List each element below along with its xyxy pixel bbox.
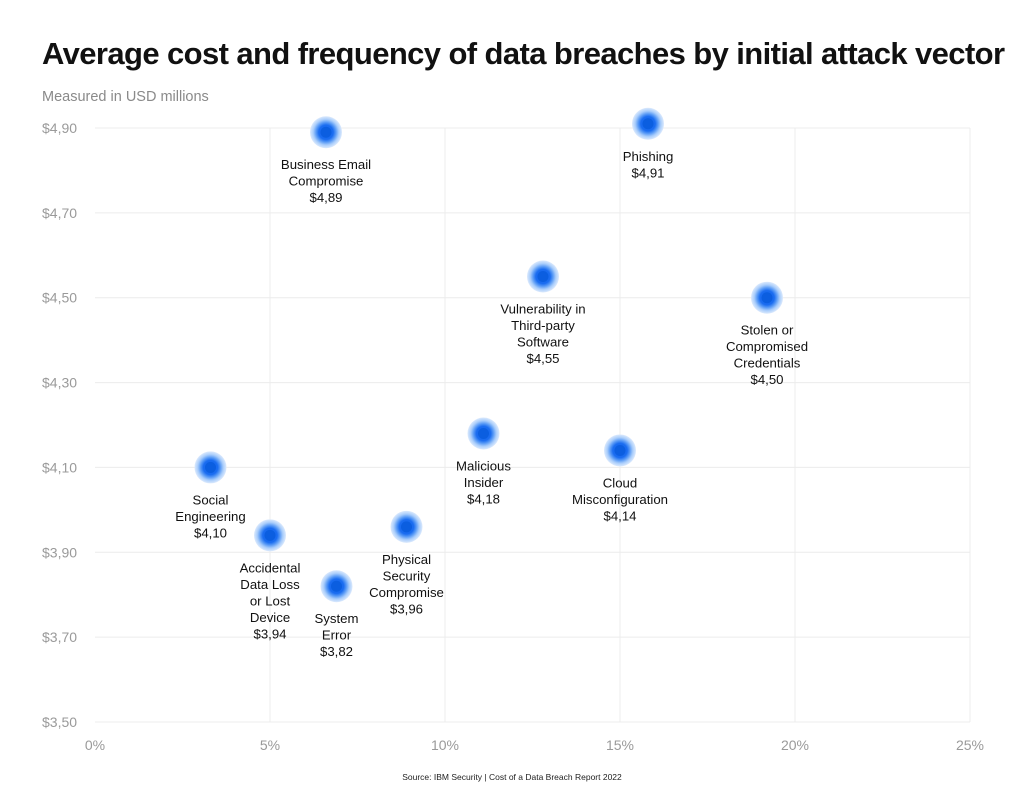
data-point-label-line: Error bbox=[322, 628, 352, 643]
data-point-label-line: Stolen or bbox=[741, 323, 794, 338]
y-tick-label: $4,10 bbox=[42, 459, 77, 475]
data-point-label-line: Physical bbox=[382, 552, 431, 567]
data-point-label-line: or Lost bbox=[250, 593, 291, 608]
data-point-label: Stolen or Compromised Credentials $4,50 bbox=[726, 323, 808, 388]
data-point-label: Accidental Data Loss or Lost Device $3,94 bbox=[240, 560, 301, 641]
data-point-label-line: $4,10 bbox=[194, 525, 227, 540]
data-point-label-line: $4,89 bbox=[309, 190, 342, 205]
data-point-label-line: Credentials bbox=[734, 356, 801, 371]
data-point-label-line: Software bbox=[517, 335, 569, 350]
x-tick-label: 5% bbox=[260, 737, 280, 753]
data-point-label-line: Third-party bbox=[511, 318, 575, 333]
data-point-label-line: $3,96 bbox=[390, 601, 423, 616]
data-point-core bbox=[537, 271, 549, 282]
data-point-label-line: Engineering bbox=[175, 509, 245, 524]
data-point-label-line: Accidental bbox=[240, 560, 301, 575]
data-point-label-line: Compromise bbox=[289, 174, 364, 189]
data-point-label-line: $4,91 bbox=[631, 165, 664, 180]
data-point-label: Social Engineering $4,10 bbox=[175, 492, 245, 540]
data-point-core bbox=[614, 444, 626, 456]
x-tick-label: 20% bbox=[781, 737, 809, 753]
data-point-label-line: Business Email bbox=[281, 157, 371, 172]
data-point-label-line: $4,55 bbox=[526, 351, 559, 366]
x-tick-label: 0% bbox=[85, 737, 105, 753]
data-point-label-line: Phishing bbox=[623, 149, 674, 164]
data-point-core bbox=[205, 461, 216, 473]
y-tick-label: $3,90 bbox=[42, 544, 77, 560]
data-point-label: System Error $3,82 bbox=[315, 611, 359, 659]
data-point-label-line: Insider bbox=[464, 475, 504, 490]
data-point-label-line: System bbox=[315, 611, 359, 626]
data-point-label: Malicious Insider $4,18 bbox=[456, 458, 511, 506]
data-point-label-line: $3,82 bbox=[320, 644, 353, 659]
data-point-label-line: $4,50 bbox=[750, 372, 783, 387]
y-tick-label: $4,30 bbox=[42, 375, 77, 391]
data-point-label-line: Compromised bbox=[726, 339, 808, 354]
data-point-label-line: Security bbox=[383, 568, 431, 583]
data-point-label-line: Social bbox=[193, 492, 229, 507]
data-point-label-line: Data Loss bbox=[240, 577, 300, 592]
x-tick-label: 10% bbox=[431, 737, 459, 753]
data-point-label-line: $4,14 bbox=[603, 508, 636, 523]
data-point-label-line: $3,94 bbox=[253, 626, 286, 641]
data-point-label-line: Device bbox=[250, 610, 290, 625]
data-point-core bbox=[478, 427, 489, 439]
data-point-label-line: Vulnerability in bbox=[500, 302, 585, 317]
data-point-core bbox=[320, 126, 332, 138]
chart-source: Source: IBM Security | Cost of a Data Br… bbox=[402, 772, 622, 782]
data-point-label-line: Malicious bbox=[456, 458, 511, 473]
y-tick-label: $4,90 bbox=[42, 120, 77, 136]
data-point-label-line: Misconfiguration bbox=[572, 492, 668, 507]
data-point-label: Physical Security Compromise $3,96 bbox=[369, 552, 444, 617]
y-tick-label: $3,70 bbox=[42, 629, 77, 645]
data-point-label-line: Compromise bbox=[369, 585, 444, 600]
data-point-core bbox=[761, 292, 773, 304]
x-tick-label: 25% bbox=[956, 737, 984, 753]
data-point-core bbox=[264, 529, 276, 541]
y-tick-label: $4,70 bbox=[42, 205, 77, 221]
data-point-core bbox=[331, 580, 342, 592]
x-tick-label: 15% bbox=[606, 737, 634, 753]
data-point-label: Business Email Compromise $4,89 bbox=[281, 157, 371, 205]
data-point-label: Vulnerability in Third-party Software $4,55 bbox=[500, 302, 585, 367]
data-point-label-line: Cloud bbox=[603, 475, 637, 490]
data-point-label: Cloud Misconfiguration $4,14 bbox=[572, 475, 668, 523]
chart-title: Average cost and frequency of data breac… bbox=[42, 36, 1005, 71]
y-tick-label: $3,50 bbox=[42, 714, 77, 730]
y-tick-label: $4,50 bbox=[42, 290, 77, 306]
chart-subtitle: Measured in USD millions bbox=[42, 89, 209, 105]
data-point-core bbox=[401, 521, 412, 533]
data-point-label-line: $4,18 bbox=[467, 491, 500, 506]
data-point-core bbox=[642, 118, 654, 130]
data-point-label: Phishing $4,91 bbox=[623, 149, 674, 181]
